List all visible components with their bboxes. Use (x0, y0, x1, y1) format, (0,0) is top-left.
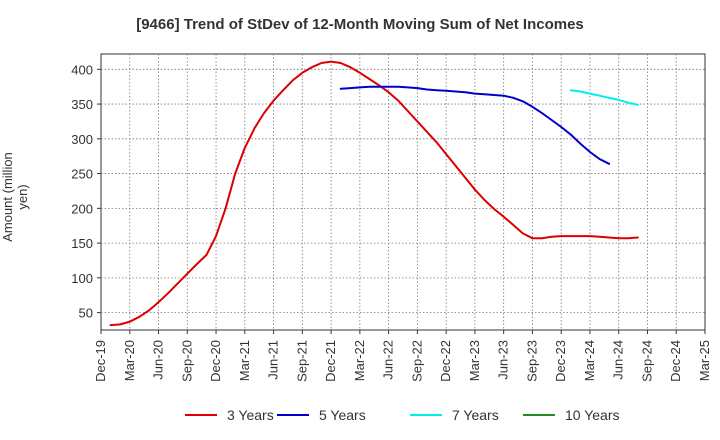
plot-area (100, 53, 706, 331)
legend-label: 5 Years (319, 407, 366, 423)
x-tick-label: Mar-20 (122, 340, 137, 381)
x-tick-label: Jun-22 (381, 340, 396, 380)
legend-label: 7 Years (452, 407, 499, 423)
legend-swatch (185, 414, 217, 416)
x-tick-label: Mar-21 (237, 340, 252, 381)
legend-label: 10 Years (565, 407, 620, 423)
x-tick-label: Jun-23 (496, 340, 511, 380)
x-tick-label: Jun-24 (611, 340, 626, 380)
grid-lines (101, 54, 705, 330)
x-axis-ticks: Dec-19 Mar-20 Jun-20 Sep-20 Dec-20 Mar-21 Jun-… (93, 330, 712, 382)
x-tick-label: Dec-24 (668, 340, 683, 382)
x-tick-label: Dec-19 (93, 340, 108, 382)
x-tick-label: Mar-25 (697, 340, 712, 381)
y-tick-label: 200 (71, 201, 93, 216)
legend-swatch (277, 414, 309, 416)
x-tick-label: Dec-21 (323, 340, 338, 382)
y-tick-label: 100 (71, 271, 93, 286)
legend-swatch (523, 414, 555, 416)
series-line-3-years (109, 60, 639, 327)
line-chart: 50 100 150 200 250 300 350 400 Dec-19 Mar-20 Jun-… (71, 53, 712, 382)
x-tick-label: Dec-20 (208, 340, 223, 382)
legend-item: 7 Years (410, 404, 499, 426)
series-line-7-years (569, 89, 639, 106)
x-tick-label: Sep-23 (524, 340, 539, 382)
x-tick-label: Jun-21 (266, 340, 281, 380)
legend-item: 5 Years (277, 404, 366, 426)
legend: 3 Years 5 Years 7 Years 10 Years (0, 404, 720, 426)
legend-item: 10 Years (523, 404, 620, 426)
series-line-5-years (339, 85, 611, 165)
legend-item: 3 Years (185, 404, 274, 426)
x-tick-label: Sep-21 (294, 340, 309, 382)
chart-title: [9466] Trend of StDev of 12-Month Moving… (136, 16, 584, 33)
y-tick-label: 300 (71, 132, 93, 147)
x-tick-label: Sep-20 (179, 340, 194, 382)
x-tick-label: Mar-22 (352, 340, 367, 381)
y-tick-label: 150 (71, 236, 93, 251)
x-tick-label: Dec-22 (438, 340, 453, 382)
x-tick-label: Jun-20 (151, 340, 166, 380)
x-tick-label: Mar-24 (582, 340, 597, 381)
y-tick-label: 250 (71, 167, 93, 182)
legend-swatch (410, 414, 442, 416)
x-tick-label: Mar-23 (467, 340, 482, 381)
y-tick-label: 400 (71, 62, 93, 77)
x-tick-label: Sep-24 (639, 340, 654, 382)
x-tick-label: Dec-23 (553, 340, 568, 382)
legend-label: 3 Years (227, 407, 274, 423)
series-lines (109, 60, 639, 327)
y-tick-label: 350 (71, 97, 93, 112)
y-axis-ticks: 50 100 150 200 250 300 350 400 (71, 62, 101, 321)
x-tick-label: Sep-22 (409, 340, 424, 382)
y-tick-label: 50 (79, 306, 93, 321)
